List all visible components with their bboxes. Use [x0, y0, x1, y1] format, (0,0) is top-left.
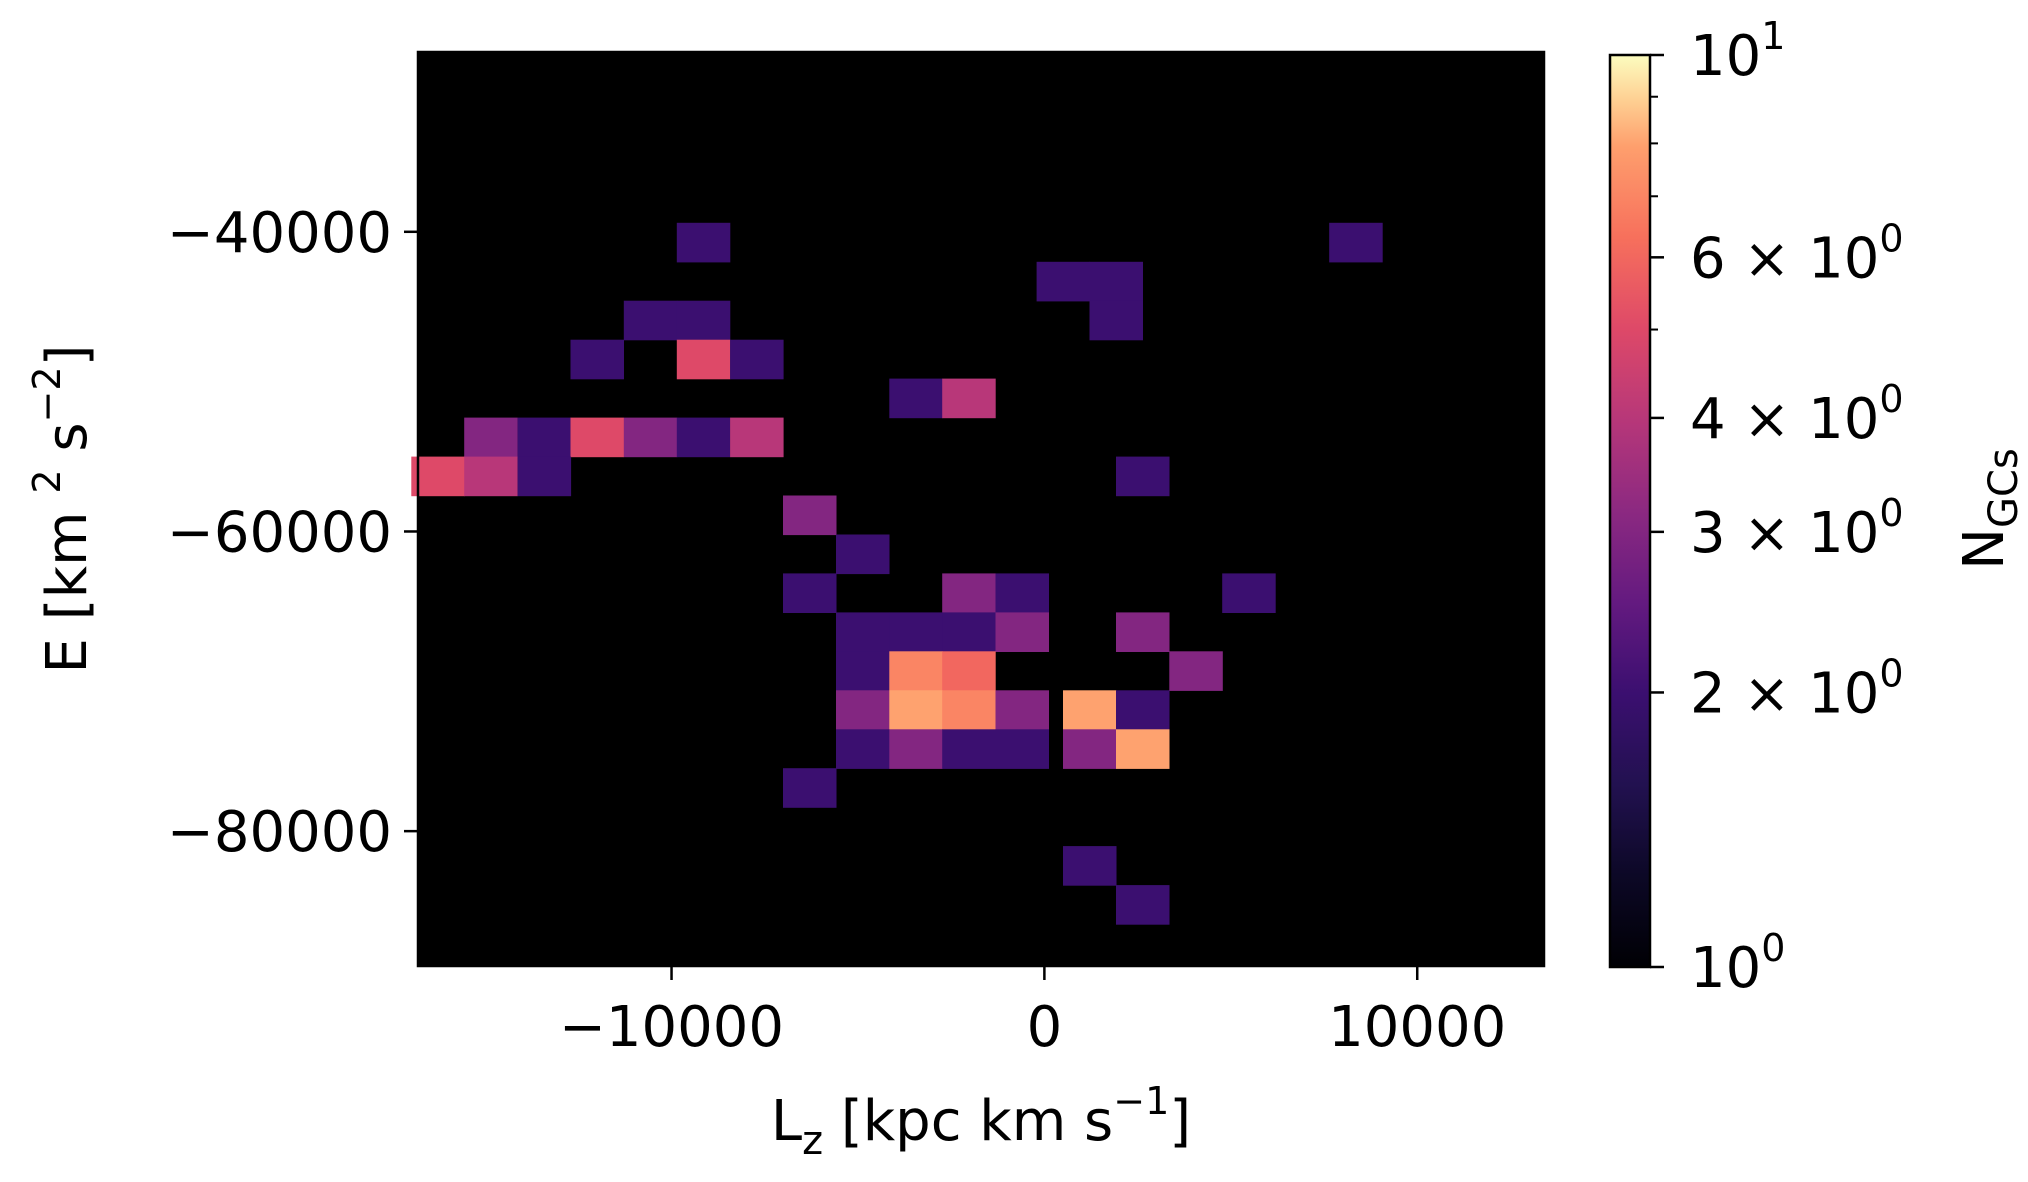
histogram-cell — [623, 417, 678, 458]
histogram-cell — [995, 573, 1049, 613]
histogram-cell — [1329, 222, 1383, 263]
histogram-cell — [836, 729, 890, 769]
histogram-cell — [942, 690, 996, 730]
histogram-cell — [730, 339, 784, 380]
histogram-cell — [942, 573, 996, 613]
x-tick-label: 0 — [1027, 995, 1063, 1060]
histogram-cell — [1222, 573, 1276, 613]
y-axis-label: E [km 2 s−2] — [25, 345, 100, 674]
histogram-cell — [1089, 261, 1143, 302]
histogram-cell — [995, 612, 1049, 652]
histogram-cell — [836, 690, 890, 730]
colorbar-tick-label: 2 × 100 — [1690, 651, 1904, 726]
histogram-cell — [1036, 261, 1091, 302]
y-axis-ticks: −40000 −60000 −80000 — [167, 201, 418, 865]
histogram-cell — [1089, 300, 1143, 341]
histogram-cell — [836, 534, 890, 575]
histogram-cell — [1116, 612, 1170, 652]
histogram-cell — [995, 690, 1049, 730]
histogram-cell — [570, 417, 624, 458]
histogram-cell — [623, 300, 678, 341]
histogram-cell — [411, 456, 465, 497]
plot-frame — [416, 50, 1546, 968]
histogram-cell — [517, 456, 572, 497]
histogram-cell — [1116, 885, 1170, 925]
histogram-cell — [783, 768, 837, 808]
histogram-cell — [836, 612, 890, 652]
histogram-cell — [1116, 456, 1170, 497]
colorbar-tick-label: 3 × 100 — [1690, 491, 1904, 566]
histogram-cell — [942, 612, 996, 652]
y-tick-label: −60000 — [167, 500, 392, 565]
histogram-cell — [676, 222, 731, 263]
histogram-cell — [1116, 729, 1170, 769]
histogram-cell — [464, 417, 518, 458]
histogram-cell — [1063, 729, 1117, 769]
x-axis-ticks: −10000 0 10000 — [559, 966, 1506, 1060]
y-tick-label: −80000 — [167, 800, 392, 865]
colorbar-gradient — [1608, 53, 1652, 969]
x-tick-label: −10000 — [559, 995, 784, 1060]
histogram-cell — [1116, 690, 1170, 730]
histogram-cell — [1063, 846, 1117, 886]
histogram-cell — [995, 729, 1049, 769]
colorbar-tick-label: 101 — [1690, 14, 1785, 89]
histogram-cell — [1063, 690, 1117, 730]
histogram-cell — [889, 690, 943, 730]
histogram-cells — [411, 222, 1383, 925]
colorbar: 101 6 × 100 4 × 100 3 × 100 2 × 100 100 NGCs — [1608, 14, 2027, 1001]
histogram-cell — [570, 339, 624, 380]
histogram-cell — [889, 612, 943, 652]
colorbar-ticks: 101 6 × 100 4 × 100 3 × 100 2 × 100 100 — [1650, 14, 1904, 1001]
histogram-cell — [676, 300, 731, 341]
histogram-cell — [783, 573, 837, 613]
colorbar-tick-label: 4 × 100 — [1690, 377, 1904, 452]
x-tick-label: 10000 — [1328, 995, 1506, 1060]
histogram-cell — [889, 651, 943, 691]
histogram-cell — [942, 378, 996, 419]
plot-area — [411, 50, 1546, 968]
y-tick-label: −40000 — [167, 201, 392, 266]
histogram-cell — [1169, 651, 1223, 691]
plot-background — [418, 52, 1544, 966]
histogram-cell — [783, 495, 837, 536]
histogram-cell — [676, 339, 731, 380]
histogram-cell — [464, 456, 518, 497]
histogram-cell — [889, 729, 943, 769]
histogram-cell — [836, 651, 890, 691]
colorbar-tick-label: 6 × 100 — [1690, 216, 1904, 291]
histogram-cell — [517, 417, 572, 458]
x-axis-label: Lz [kpc km s−1] — [771, 1079, 1191, 1164]
histogram-cell — [676, 417, 731, 458]
histogram-cell — [942, 729, 996, 769]
colorbar-tick-label: 100 — [1690, 926, 1785, 1001]
colorbar-label: NGCs — [1952, 448, 2027, 570]
histogram-cell — [889, 378, 943, 419]
histogram-cell — [942, 651, 996, 691]
histogram-cell — [730, 417, 784, 458]
